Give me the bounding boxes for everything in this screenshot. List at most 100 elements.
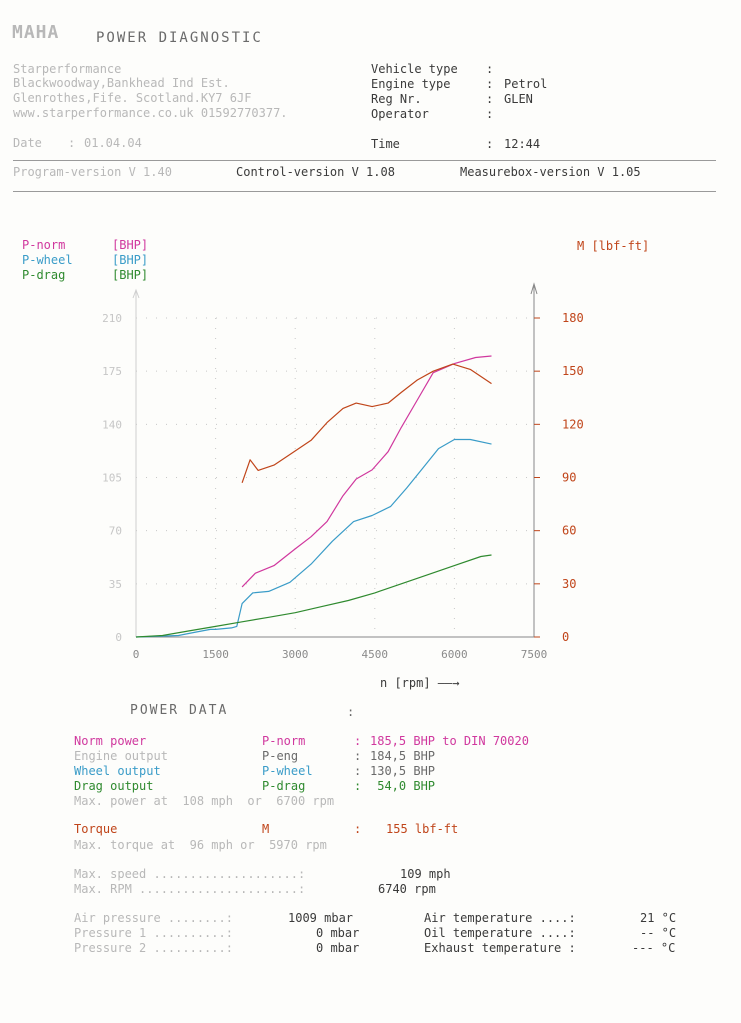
wheel-output-colon: : xyxy=(354,764,362,778)
left-axis-arrow xyxy=(132,288,140,299)
right-tick-label: 180 xyxy=(562,311,584,325)
operator-colon: : xyxy=(486,107,494,121)
operator-label: Operator xyxy=(371,107,429,121)
wheel-output-sym: P-wheel xyxy=(262,764,313,778)
right-tick-label: 150 xyxy=(562,364,584,378)
max-rpm-value: 6740 rpm xyxy=(378,882,436,896)
company-address-2: Glenrothes,Fife. Scotland.KY7 6JF xyxy=(13,91,252,105)
max-speed-value: 109 mph xyxy=(400,867,451,881)
max-torque-line: Max. torque at 96 mph or 5970 rpm xyxy=(74,838,327,852)
engine-type-colon: : xyxy=(486,77,494,91)
vehicle-type-colon: : xyxy=(486,62,494,76)
drag-output-value: 54,0 BHP xyxy=(370,779,436,793)
norm-power-sym: P-norm xyxy=(262,734,306,748)
date-colon: : xyxy=(68,136,76,150)
legend-p-wheel-unit: [BHP] xyxy=(112,253,149,267)
maha-logo: MAHA xyxy=(12,22,60,43)
air-temp-label: Air temperature ....: xyxy=(424,911,576,925)
measurebox-version: Measurebox-version V 1.05 xyxy=(460,165,641,179)
left-tick-label: 175 xyxy=(102,365,122,378)
reg-colon: : xyxy=(486,92,494,106)
power-torque-chart: 0 35 70 105 140 175 210 0 30 60 90 120 150 180 0 1500 30… xyxy=(102,282,584,661)
air-temp-value: 21 °C xyxy=(640,911,677,925)
left-tick-label: 0 xyxy=(115,631,122,644)
engine-type-label: Engine type xyxy=(371,77,451,91)
torque-label: Torque xyxy=(74,822,118,836)
legend-p-norm: P-norm xyxy=(22,238,66,252)
x-tick-label: 0 xyxy=(133,648,140,661)
company-name: Starperformance xyxy=(13,62,122,76)
series-line-p-norm xyxy=(241,355,492,588)
left-tick-label: 140 xyxy=(102,418,122,431)
pressure2-label: Pressure 2 ..........: xyxy=(74,941,233,955)
date-value: 01.04.04 xyxy=(84,136,142,150)
left-tick-label: 70 xyxy=(109,525,122,538)
drag-output-colon: : xyxy=(354,779,362,793)
series-line-p-wheel xyxy=(135,438,492,638)
company-web: www.starperformance.co.uk 01592770377. xyxy=(13,106,288,120)
control-version: Control-version V 1.08 xyxy=(236,165,395,179)
norm-power-value: 185,5 BHP to DIN 70020 xyxy=(370,734,529,748)
max-power-line: Max. power at 108 mph or 6700 rpm xyxy=(74,794,335,808)
x-tick-label: 7500 xyxy=(521,648,548,661)
time-label: Time xyxy=(371,137,400,151)
norm-power-colon: : xyxy=(354,734,362,748)
legend-p-drag-unit: [BHP] xyxy=(112,268,149,282)
series-line-p-drag xyxy=(135,554,492,638)
reg-value: GLEN xyxy=(504,92,533,106)
torque-value: 155 lbf-ft xyxy=(386,822,459,836)
wheel-output-label: Wheel output xyxy=(74,764,161,778)
legend-p-drag: P-drag xyxy=(22,268,66,282)
right-tick-label: 90 xyxy=(562,471,576,485)
header-rule-top xyxy=(13,160,716,161)
exhaust-temp-value: --- °C xyxy=(632,941,676,955)
time-value: 12:44 xyxy=(504,137,541,151)
torque-sym: M xyxy=(262,822,270,836)
time-colon: : xyxy=(486,137,494,151)
max-rpm-label: Max. RPM ......................: xyxy=(74,882,306,896)
right-tick-label: 0 xyxy=(562,630,569,644)
power-data-colon: : xyxy=(347,705,355,719)
left-tick-label: 210 xyxy=(102,312,122,325)
right-axis-arrow xyxy=(530,282,538,295)
x-tick-label: 4500 xyxy=(362,648,389,661)
max-speed-label: Max. speed ....................: xyxy=(74,867,306,881)
legend-p-wheel: P-wheel xyxy=(22,253,73,267)
engine-output-sym: P-eng xyxy=(262,749,299,763)
engine-output-label: Engine output xyxy=(74,749,168,763)
reg-label: Reg Nr. xyxy=(371,92,422,106)
pressure2-value: 0 mbar xyxy=(316,941,360,955)
program-version: Program-version V 1.40 xyxy=(13,165,172,179)
right-tick-label: 120 xyxy=(562,417,584,431)
x-tick-label: 6000 xyxy=(441,648,468,661)
x-axis-label: n [rpm] ——→ xyxy=(380,676,460,690)
wheel-output-value: 130,5 BHP xyxy=(370,764,436,778)
company-address-1: Blackwoodway,Bankhead Ind Est. xyxy=(13,76,230,90)
x-tick-label: 3000 xyxy=(282,648,309,661)
exhaust-temp-label: Exhaust temperature : xyxy=(424,941,576,955)
header-rule-bottom xyxy=(13,191,716,192)
oil-temp-label: Oil temperature ....: xyxy=(424,926,576,940)
engine-output-value: 184,5 BHP xyxy=(370,749,436,763)
legend-torque: M [lbf-ft] xyxy=(577,239,650,253)
left-tick-label: 35 xyxy=(109,578,122,591)
power-data-title: POWER DATA xyxy=(130,703,229,718)
right-tick-label: 30 xyxy=(562,577,576,591)
engine-type-value: Petrol xyxy=(504,77,548,91)
pressure1-value: 0 mbar xyxy=(316,926,360,940)
legend-p-norm-unit: [BHP] xyxy=(112,238,149,252)
torque-colon: : xyxy=(354,822,362,836)
drag-output-label: Drag output xyxy=(74,779,154,793)
right-tick-label: 60 xyxy=(562,524,576,538)
engine-output-colon: : xyxy=(354,749,362,763)
vehicle-type-label: Vehicle type xyxy=(371,62,458,76)
air-pressure-value: 1009 mbar xyxy=(288,911,354,925)
x-tick-label: 1500 xyxy=(202,648,229,661)
left-tick-label: 105 xyxy=(102,472,122,485)
pressure1-label: Pressure 1 ..........: xyxy=(74,926,233,940)
drag-output-sym: P-drag xyxy=(262,779,306,793)
air-pressure-label: Air pressure ........: xyxy=(74,911,233,925)
date-label: Date xyxy=(13,136,42,150)
oil-temp-value: -- °C xyxy=(640,926,677,940)
report-title: POWER DIAGNOSTIC xyxy=(96,30,263,46)
